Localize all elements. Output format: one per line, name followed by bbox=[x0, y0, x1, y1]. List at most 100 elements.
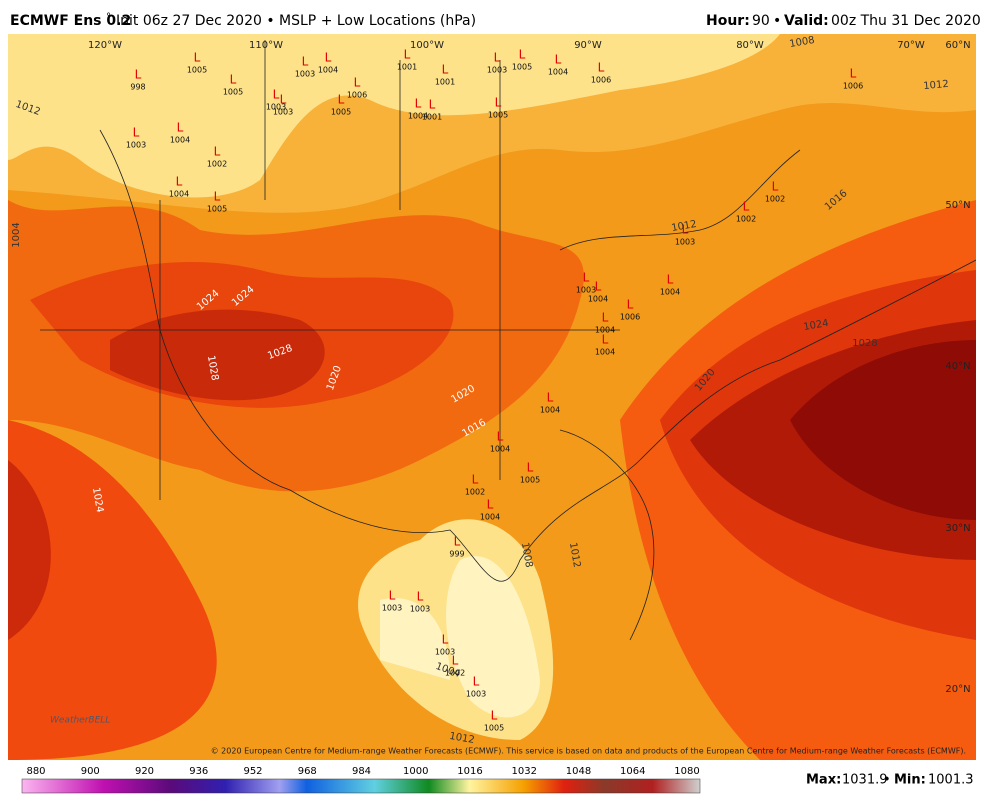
low-pressure: 1004 bbox=[318, 66, 338, 75]
valid: 00z Thu 31 Dec 2020 bbox=[831, 13, 981, 29]
low-symbol: L bbox=[472, 473, 479, 487]
low-pressure: 1002 bbox=[207, 160, 227, 169]
low-symbol: L bbox=[602, 333, 609, 347]
low-pressure: 1003 bbox=[295, 70, 315, 79]
hour-label: Hour: bbox=[706, 13, 750, 29]
low-pressure: 1004 bbox=[408, 112, 428, 121]
low-symbol: L bbox=[417, 590, 424, 604]
low-pressure: 1002 bbox=[465, 488, 485, 497]
lat-label: 20°N bbox=[945, 684, 970, 695]
low-pressure: 1005 bbox=[223, 88, 243, 97]
lon-label: 80°W bbox=[736, 40, 764, 51]
low-symbol: L bbox=[214, 145, 221, 159]
low-symbol: L bbox=[491, 709, 498, 723]
sep: • bbox=[883, 773, 891, 788]
low-pressure: 1004 bbox=[548, 68, 568, 77]
lon-label: 70°W bbox=[897, 40, 925, 51]
colorbar-tick: 1080 bbox=[674, 766, 699, 777]
contour-label: 1004 bbox=[11, 222, 22, 247]
hour: 90 bbox=[752, 13, 770, 29]
low-symbol: L bbox=[519, 48, 526, 62]
low-pressure: 999 bbox=[449, 550, 464, 559]
low-symbol: L bbox=[280, 93, 287, 107]
degree: ° bbox=[106, 12, 111, 23]
low-pressure: 1002 bbox=[445, 669, 465, 678]
low-symbol: L bbox=[627, 298, 634, 312]
low-pressure: 1006 bbox=[620, 313, 640, 322]
low-pressure: 1001 bbox=[435, 78, 455, 87]
low-symbol: L bbox=[177, 121, 184, 135]
copyright: © 2020 European Centre for Medium-range … bbox=[211, 747, 966, 756]
colorbar-tick: 1016 bbox=[457, 766, 482, 777]
low-pressure: 1004 bbox=[480, 513, 500, 522]
low-symbol: L bbox=[667, 273, 674, 287]
colorbar-tick: 952 bbox=[243, 766, 262, 777]
lat-label: 50°N bbox=[945, 200, 970, 211]
contour-label: 1008 bbox=[789, 35, 816, 50]
contour-label: 1012 bbox=[923, 79, 949, 92]
low-pressure: 1004 bbox=[540, 406, 560, 415]
low-symbol: L bbox=[583, 271, 590, 285]
low-pressure: 1003 bbox=[675, 238, 695, 247]
low-symbol: L bbox=[497, 430, 504, 444]
low-symbol: L bbox=[325, 51, 332, 65]
low-symbol: L bbox=[473, 675, 480, 689]
low-pressure: 1003 bbox=[382, 604, 402, 613]
low-pressure: 1006 bbox=[843, 82, 863, 91]
colorbar-tick: 984 bbox=[352, 766, 371, 777]
low-symbol: L bbox=[302, 55, 309, 69]
low-symbol: L bbox=[602, 311, 609, 325]
low-pressure: 1001 bbox=[397, 63, 417, 72]
low-pressure: 1003 bbox=[487, 66, 507, 75]
low-symbol: L bbox=[442, 633, 449, 647]
low-pressure: 1004 bbox=[660, 288, 680, 297]
colorbar-tick: 1048 bbox=[566, 766, 591, 777]
model: ECMWF Ens 0.2 bbox=[10, 13, 131, 29]
low-pressure: 1003 bbox=[126, 141, 146, 150]
low-pressure: 1005 bbox=[187, 66, 207, 75]
lon-label: 60°N bbox=[945, 40, 970, 51]
map bbox=[8, 34, 976, 760]
low-pressure: 1005 bbox=[207, 205, 227, 214]
lat-label: 30°N bbox=[945, 523, 970, 534]
low-pressure: 1005 bbox=[484, 724, 504, 733]
low-symbol: L bbox=[555, 53, 562, 67]
contour-label: 1024 bbox=[803, 318, 830, 333]
low-symbol: L bbox=[429, 98, 436, 112]
colorbar-tick: 936 bbox=[189, 766, 208, 777]
low-pressure: 1001 bbox=[422, 113, 442, 122]
contour-label: 1024 bbox=[90, 487, 105, 514]
low-pressure: 1003 bbox=[435, 648, 455, 657]
min: 1001.3 bbox=[928, 773, 974, 788]
low-symbol: L bbox=[415, 97, 422, 111]
low-pressure: 998 bbox=[130, 83, 145, 92]
colorbar-tick: 920 bbox=[135, 766, 154, 777]
low-symbol: L bbox=[273, 88, 280, 102]
low-symbol: L bbox=[772, 180, 779, 194]
max: 1031.9 bbox=[842, 773, 888, 788]
lat-label: 40°N bbox=[945, 361, 970, 372]
contour-label: 1008 bbox=[519, 542, 534, 569]
low-pressure: 1004 bbox=[490, 445, 510, 454]
low-symbol: L bbox=[442, 63, 449, 77]
low-symbol: L bbox=[454, 535, 461, 549]
lon-label: 110°W bbox=[249, 40, 283, 51]
contour-label: 1012 bbox=[671, 219, 698, 234]
low-symbol: L bbox=[404, 48, 411, 62]
low-pressure: 1004 bbox=[595, 348, 615, 357]
low-symbol: L bbox=[452, 654, 459, 668]
sep: • bbox=[773, 13, 781, 29]
low-pressure: 1002 bbox=[736, 215, 756, 224]
low-symbol: L bbox=[495, 96, 502, 110]
low-symbol: L bbox=[850, 67, 857, 81]
low-symbol: L bbox=[230, 73, 237, 87]
low-symbol: L bbox=[487, 498, 494, 512]
valid-label: Valid: bbox=[784, 13, 829, 29]
low-pressure: 1005 bbox=[331, 108, 351, 117]
low-pressure: 1002 bbox=[765, 195, 785, 204]
colorbar-tick: 968 bbox=[298, 766, 317, 777]
colorbar-tick: 880 bbox=[26, 766, 45, 777]
low-symbol: L bbox=[743, 200, 750, 214]
low-symbol: L bbox=[338, 93, 345, 107]
